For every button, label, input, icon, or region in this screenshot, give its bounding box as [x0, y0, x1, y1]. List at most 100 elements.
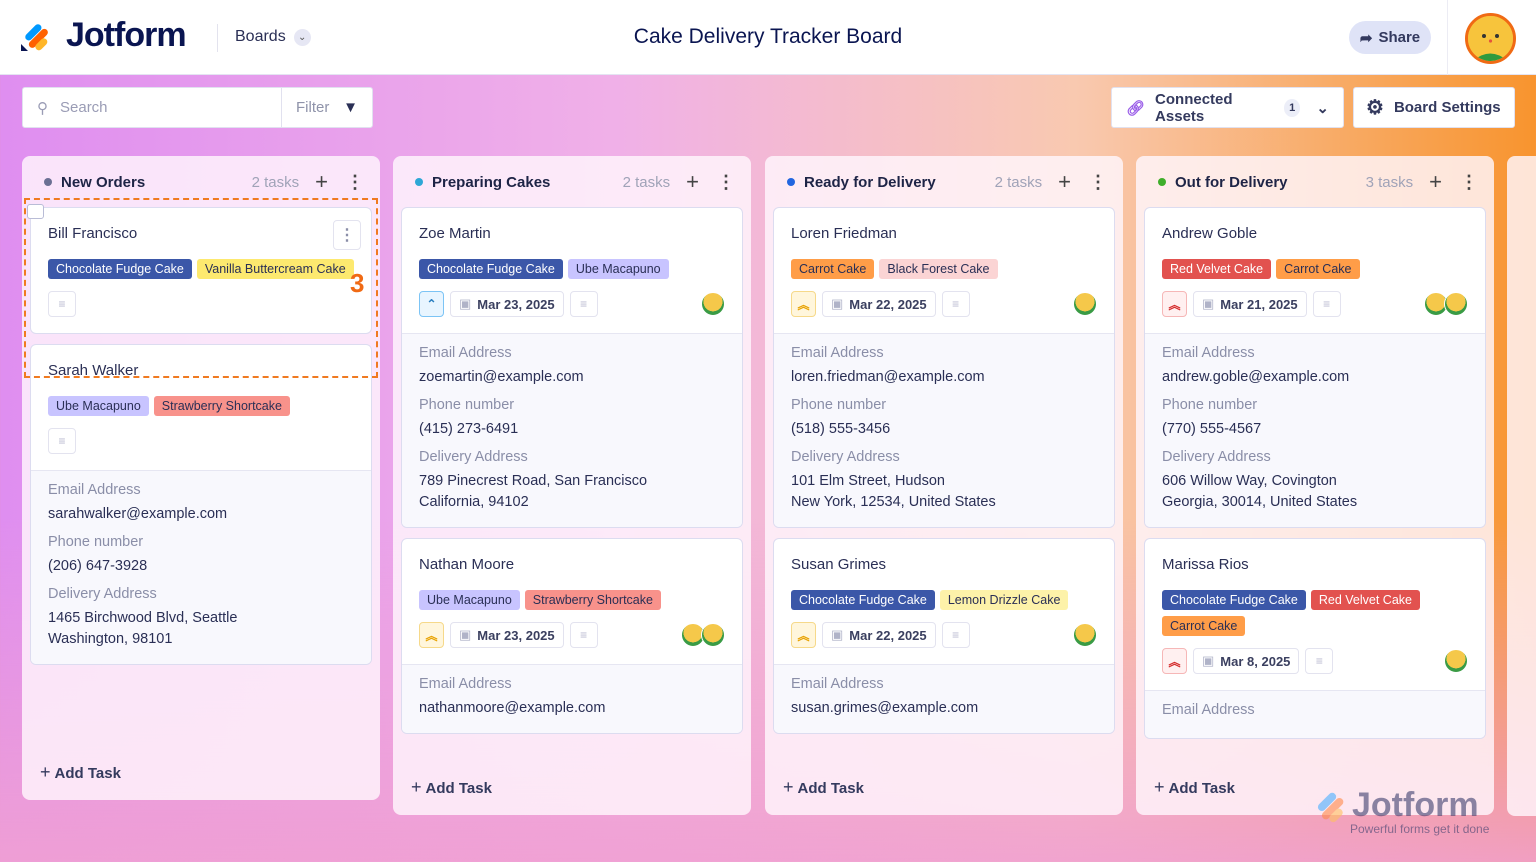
description-icon[interactable]: ≡ — [48, 291, 76, 317]
cake-tag[interactable]: Carrot Cake — [1276, 259, 1360, 279]
assignees[interactable] — [681, 623, 725, 647]
cake-tag[interactable]: Chocolate Fudge Cake — [419, 259, 563, 279]
cake-tag[interactable]: Lemon Drizzle Cake — [939, 590, 1069, 610]
due-date-text: Mar 22, 2025 — [849, 627, 927, 643]
cake-tag[interactable]: Carrot Cake — [791, 259, 875, 279]
add-task-button[interactable]: + Add Task — [1154, 777, 1235, 798]
search-input[interactable]: ⚲ Search — [23, 88, 282, 127]
task-card[interactable]: Loren Friedman Carrot Cake Black Forest Ca… — [773, 207, 1115, 528]
jotform-logo[interactable]: Jotform — [20, 16, 187, 55]
address-label: Delivery Address — [419, 449, 528, 465]
boards-dropdown[interactable]: Boards ⌄ — [235, 28, 311, 46]
email-label: Email Address — [48, 482, 141, 498]
add-task-label: Add Task — [425, 780, 492, 797]
priority-low-icon[interactable]: ⌃ — [419, 291, 444, 317]
plus-icon: + — [783, 777, 794, 797]
priority-high-icon[interactable]: ︽ — [1162, 648, 1187, 674]
assignee-avatar — [1073, 292, 1097, 316]
assignees[interactable] — [1073, 292, 1097, 316]
task-card[interactable]: Sarah Walker Ube Macapuno Strawberry Short… — [30, 344, 372, 665]
task-card[interactable]: Andrew Goble Red Velvet Cake Carrot Cake ︽ ▣… — [1144, 207, 1486, 528]
add-task-plus-icon[interactable]: + — [686, 169, 699, 194]
cake-tag[interactable]: Ube Macapuno — [567, 259, 669, 279]
email-value: susan.grimes@example.com — [791, 700, 979, 716]
email-value: andrew.goble@example.com — [1162, 369, 1350, 385]
due-date[interactable]: ▣ Mar 22, 2025 — [822, 291, 936, 317]
card-menu-icon[interactable]: ⋮ — [333, 220, 361, 250]
select-checkbox[interactable] — [27, 204, 44, 219]
cake-tag[interactable]: Red Velvet Cake — [1162, 259, 1272, 279]
priority-medium-icon[interactable]: ︽ — [791, 291, 816, 317]
assignees[interactable] — [1444, 649, 1468, 673]
status-dot — [787, 178, 795, 186]
add-task-plus-icon[interactable]: + — [315, 169, 328, 194]
column-menu-icon[interactable]: ⋮ — [346, 172, 364, 192]
cake-tag[interactable]: Black Forest Cake — [879, 259, 998, 279]
cake-tag[interactable]: Carrot Cake — [1162, 616, 1246, 636]
connected-assets-button[interactable]: 🔗︎ Connected Assets 1 ⌄ — [1111, 87, 1344, 128]
status-dot — [1158, 178, 1166, 186]
cake-tag[interactable]: Chocolate Fudge Cake — [48, 259, 192, 279]
column-menu-icon[interactable]: ⋮ — [1089, 172, 1107, 192]
description-icon[interactable]: ≡ — [569, 291, 598, 317]
add-task-label: Add Task — [797, 780, 864, 797]
due-date[interactable]: ▣ Mar 22, 2025 — [822, 622, 936, 648]
task-card[interactable]: Nathan Moore Ube Macapuno Strawberry Short… — [401, 538, 743, 734]
share-button[interactable]: ➦ Share — [1349, 21, 1431, 54]
description-icon[interactable]: ≡ — [941, 622, 970, 648]
board-settings-button[interactable]: ⚙ Board Settings — [1353, 87, 1515, 128]
task-card[interactable]: Zoe Martin Chocolate Fudge Cake Ube Macapu… — [401, 207, 743, 528]
cake-tag[interactable]: Ube Macapuno — [48, 396, 149, 416]
due-date[interactable]: ▣ Mar 21, 2025 — [1193, 291, 1307, 317]
cake-tag[interactable]: Strawberry Shortcake — [153, 396, 290, 416]
card-meta: ︽ ▣ Mar 23, 2025 ≡ — [419, 622, 725, 648]
cake-tag[interactable]: Chocolate Fudge Cake — [791, 590, 935, 610]
priority-medium-icon[interactable]: ︽ — [791, 622, 816, 648]
calendar-icon: ▣ — [831, 296, 844, 311]
column-title: Preparing Cakes — [432, 173, 551, 191]
task-card[interactable]: Susan Grimes Chocolate Fudge Cake Lemon Dr… — [773, 538, 1115, 734]
cake-tag[interactable]: Ube Macapuno — [419, 590, 520, 610]
filter-button[interactable]: Filter ▼ — [282, 99, 372, 116]
cake-tag[interactable]: Red Velvet Cake — [1310, 590, 1420, 610]
status-dot — [44, 178, 52, 186]
cake-tag[interactable]: Strawberry Shortcake — [524, 590, 661, 610]
column-menu-icon[interactable]: ⋮ — [717, 172, 735, 192]
add-task-button[interactable]: + Add Task — [411, 777, 492, 798]
description-icon[interactable]: ≡ — [1312, 291, 1341, 317]
assignees[interactable] — [1424, 292, 1468, 316]
user-avatar[interactable] — [1465, 13, 1516, 64]
jotform-watermark: Jotform Powerful forms get it done — [1312, 786, 1489, 836]
due-date[interactable]: ▣ Mar 23, 2025 — [450, 291, 564, 317]
add-task-plus-icon[interactable]: + — [1058, 169, 1071, 194]
cake-tag[interactable]: Vanilla Buttercream Cake — [196, 259, 354, 279]
calendar-icon: ▣ — [1202, 296, 1215, 311]
email-label: Email Address — [419, 676, 512, 692]
due-date[interactable]: ▣ Mar 8, 2025 — [1193, 648, 1300, 674]
card-details: Email Address zoemartin@example.com Phone… — [402, 333, 742, 527]
add-task-button[interactable]: + Add Task — [40, 762, 121, 783]
due-date-text: Mar 8, 2025 — [1220, 653, 1291, 669]
divider — [1447, 0, 1448, 75]
add-task-button[interactable]: + Add Task — [783, 777, 864, 798]
column-menu-icon[interactable]: ⋮ — [1460, 172, 1478, 192]
task-card[interactable]: Marissa Rios Chocolate Fudge Cake Red Velv… — [1144, 538, 1486, 739]
cake-tags: Ube Macapuno Strawberry Shortcake — [48, 396, 354, 416]
task-card[interactable]: ⋮ Bill Francisco Chocolate Fudge Cake Vanil… — [30, 207, 372, 334]
priority-medium-icon[interactable]: ︽ — [419, 622, 444, 648]
description-icon[interactable]: ≡ — [48, 428, 76, 454]
due-date-text: Mar 23, 2025 — [477, 296, 555, 312]
due-date[interactable]: ▣ Mar 23, 2025 — [450, 622, 564, 648]
cake-tag[interactable]: Chocolate Fudge Cake — [1162, 590, 1306, 610]
assignees[interactable] — [701, 292, 725, 316]
priority-high-icon[interactable]: ︽ — [1162, 291, 1187, 317]
description-icon[interactable]: ≡ — [1305, 648, 1334, 674]
description-icon[interactable]: ≡ — [941, 291, 970, 317]
connected-assets-count: 1 — [1283, 98, 1301, 117]
jotform-logo-icon — [21, 23, 48, 51]
assignees[interactable] — [1073, 623, 1097, 647]
add-task-plus-icon[interactable]: + — [1429, 169, 1442, 194]
watermark-logo-icon — [1317, 792, 1344, 823]
description-icon[interactable]: ≡ — [569, 622, 598, 648]
customer-name: Zoe Martin — [419, 225, 491, 242]
